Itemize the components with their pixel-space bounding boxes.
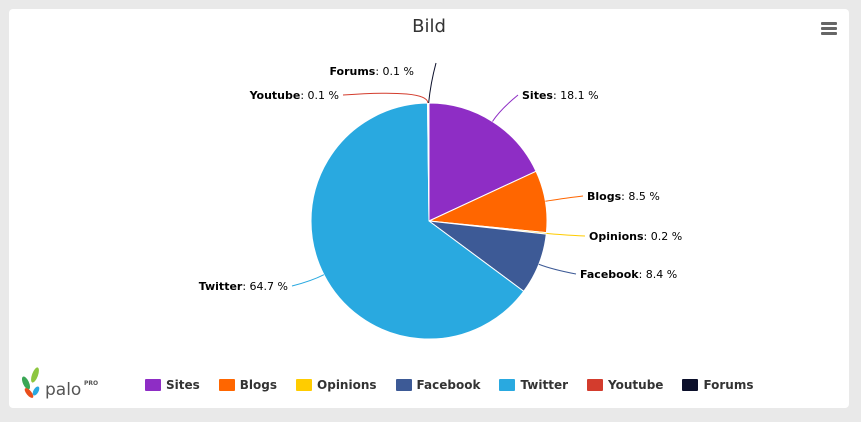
legend-item-sites[interactable]: Sites [145,378,200,392]
brand-name: palo [45,380,82,400]
chart-legend: Sites Blogs Opinions Facebook Twitter Youtube… [145,376,773,394]
legend-label: Forums [703,378,754,392]
legend-label: Youtube [608,378,664,392]
palo-logo: palo PRO [19,366,98,402]
legend-label: Twitter [520,378,569,392]
legend-swatch [499,379,516,391]
legend-swatch [395,379,412,391]
data-label-blogs: Blogs: 8.5 % [587,190,660,203]
pie-slice-twitter[interactable] [310,102,525,340]
legend-item-youtube[interactable]: Youtube [587,378,663,392]
connector-sites [492,94,519,122]
legend-swatch [587,379,604,391]
legend-item-opinions[interactable]: Opinions [296,378,377,392]
legend-swatch [296,379,313,391]
data-label-forums: Forums: 0.1 % [329,65,414,78]
legend-item-facebook[interactable]: Facebook [395,378,481,392]
chart-card: Bild Sites: 18.1 % Blogs: 8.5 % Opinions: … [9,9,849,408]
pie-slice-sites[interactable] [428,102,537,222]
data-label-twitter: Twitter: 64.7 % [199,280,288,293]
palo-logo-icon [21,367,40,398]
hamburger-menu-icon [821,22,837,25]
legend-label: Sites [166,378,200,392]
connector-facebook [538,263,577,275]
legend-label: Opinions [317,378,377,392]
legend-label: Blogs [239,378,278,392]
brand-suffix: PRO [84,380,99,387]
legend-item-twitter[interactable]: Twitter [499,378,568,392]
legend-label: Facebook [416,378,481,392]
legend-swatch [218,379,235,391]
pie-chart: Sites: 18.1 % Blogs: 8.5 % Opinions: 0.2 %… [199,62,682,340]
data-label-facebook: Facebook: 8.4 % [580,268,677,281]
chart-title: Bild [412,16,446,37]
data-label-sites: Sites: 18.1 % [522,89,599,102]
data-label-opinions: Opinions: 0.2 % [589,230,682,243]
legend-item-forums[interactable]: Forums [682,378,754,392]
chart-menu-button[interactable] [821,22,837,36]
connector-forums [428,62,437,104]
connector-twitter [291,274,325,287]
connector-opinions [546,232,586,237]
data-label-youtube: Youtube: 0.1 % [249,89,339,102]
connector-blogs [545,195,584,202]
legend-swatch [145,379,161,391]
connector-youtube [342,92,429,104]
legend-item-blogs[interactable]: Blogs [218,378,278,392]
legend-swatch [682,379,699,391]
